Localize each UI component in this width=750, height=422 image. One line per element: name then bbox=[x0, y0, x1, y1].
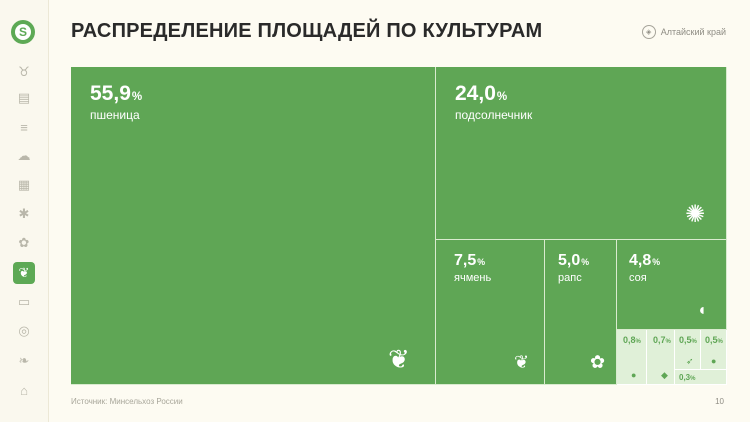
region-emblem-icon: ◈ bbox=[641, 25, 656, 39]
tile-minor-1-value: 0,8% bbox=[623, 335, 641, 345]
tile-minor-4[interactable]: 0,5% ● bbox=[701, 330, 727, 370]
tile-wheat-label: пшеница bbox=[90, 108, 140, 122]
tile-minor-1[interactable]: 0,8% ● bbox=[617, 330, 647, 385]
soybean-icon: ◖ bbox=[697, 302, 707, 319]
value-sign: % bbox=[665, 339, 671, 345]
tile-minor-4-value: 0,5% bbox=[705, 335, 723, 345]
tile-rapeseed-label: рапс bbox=[558, 272, 582, 284]
tile-minor-5[interactable]: 0,3% bbox=[675, 370, 727, 385]
sidebar: S ♉ ▤ ≡ ☁ ▦ ✱ ✿ ❦ ▭ ◎ ❧ ⌂ bbox=[0, 0, 49, 422]
logo-mark: S bbox=[15, 24, 31, 40]
value-sign: % bbox=[690, 376, 696, 382]
tomato-icon: ● bbox=[711, 356, 717, 366]
value-sign: % bbox=[652, 257, 661, 267]
value-sign: % bbox=[496, 91, 508, 103]
nav-document-icon[interactable]: ▭ bbox=[17, 294, 31, 309]
nav-vegetables-icon[interactable]: ❧ bbox=[18, 353, 30, 368]
value-sign: % bbox=[691, 339, 697, 345]
tile-barley-value: 7,5% bbox=[454, 252, 485, 270]
tile-soybean-label: соя bbox=[629, 272, 647, 284]
value-number: 0,3 bbox=[679, 373, 691, 382]
value-sign: % bbox=[477, 257, 486, 267]
nav-calendar-icon[interactable]: ▦ bbox=[17, 177, 31, 192]
tile-minor-5-value: 0,3% bbox=[679, 373, 695, 382]
value-number: 0,5 bbox=[679, 335, 692, 345]
value-sign: % bbox=[635, 339, 641, 345]
page-number: 10 bbox=[715, 397, 724, 406]
tile-minor-3-value: 0,5% bbox=[679, 335, 697, 345]
nav-globe-icon[interactable]: ◎ bbox=[18, 323, 30, 338]
tile-barley[interactable]: 7,5% ячмень ❦ bbox=[436, 240, 545, 385]
value-number: 5,0 bbox=[558, 252, 581, 269]
tile-barley-label: ячмень bbox=[454, 272, 492, 284]
tile-rapeseed-value: 5,0% bbox=[558, 252, 589, 270]
logo[interactable]: S bbox=[11, 20, 35, 44]
tile-sunflower-value: 24,0% bbox=[455, 82, 507, 106]
carrot-icon: ➶ bbox=[686, 356, 694, 366]
nav-tractor-icon[interactable]: ▤ bbox=[17, 90, 31, 105]
nav-bug-icon[interactable]: ✱ bbox=[18, 206, 30, 221]
value-number: 55,9 bbox=[90, 82, 131, 105]
value-number: 0,8 bbox=[623, 335, 636, 345]
value-number: 24,0 bbox=[455, 82, 496, 105]
sprout-icon: ◆ bbox=[661, 370, 668, 380]
tile-rapeseed[interactable]: 5,0% рапс ✿ bbox=[545, 240, 617, 385]
value-number: 7,5 bbox=[454, 252, 477, 269]
value-sign: % bbox=[131, 91, 143, 103]
tile-soybean[interactable]: 4,8% соя ◖ bbox=[617, 240, 727, 330]
sunflower-icon: ✺ bbox=[685, 201, 706, 228]
barley-icon: ❦ bbox=[514, 352, 530, 372]
value-sign: % bbox=[717, 339, 723, 345]
value-number: 0,7 bbox=[653, 335, 666, 345]
tile-sunflower[interactable]: 24,0% подсолнечник ✺ bbox=[436, 67, 727, 240]
tile-sunflower-label: подсолнечник bbox=[455, 108, 533, 122]
wheat-icon: ❦ bbox=[388, 344, 410, 374]
tile-minor-2[interactable]: 0,7% ◆ bbox=[647, 330, 675, 385]
source-note: Источник: Минсельхоз России bbox=[71, 397, 183, 406]
value-number: 0,5 bbox=[705, 335, 718, 345]
nav-plant-hand-icon[interactable]: ✿ bbox=[18, 235, 30, 250]
region-label: ◈ Алтайский край bbox=[641, 25, 726, 39]
value-sign: % bbox=[581, 257, 590, 267]
rapeseed-icon: ✿ bbox=[590, 352, 606, 372]
tile-minor-3[interactable]: 0,5% ➶ bbox=[675, 330, 701, 370]
region-name: Алтайский край bbox=[660, 27, 726, 37]
leaf-icon: ● bbox=[631, 370, 637, 380]
tile-wheat-value: 55,9% bbox=[90, 82, 142, 106]
tile-minor-2-value: 0,7% bbox=[653, 335, 671, 345]
nav-field-icon[interactable]: ≡ bbox=[20, 119, 28, 135]
tile-wheat[interactable]: 55,9% пшеница ❦ bbox=[71, 67, 436, 385]
nav-crops-icon[interactable]: ❦ bbox=[13, 262, 35, 284]
nav-bank-icon[interactable]: ⌂ bbox=[20, 382, 28, 398]
tile-soybean-value: 4,8% bbox=[629, 252, 660, 270]
nav-weather-icon[interactable]: ☁ bbox=[17, 148, 31, 163]
value-number: 4,8 bbox=[629, 252, 652, 269]
nav-cow-icon[interactable]: ♉ bbox=[18, 64, 30, 79]
page-title: РАСПРЕДЕЛЕНИЕ ПЛОЩАДЕЙ ПО КУЛЬТУРАМ bbox=[71, 20, 543, 42]
